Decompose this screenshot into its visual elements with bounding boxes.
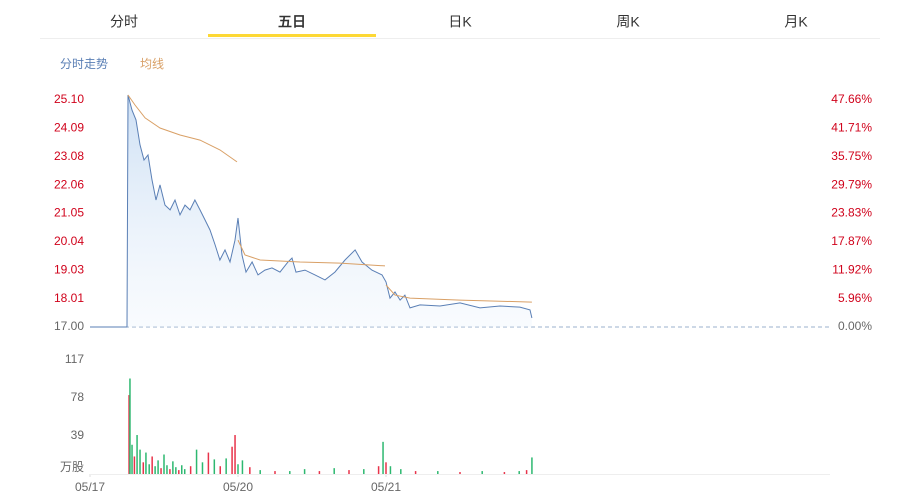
y-tick-label: 25.10 bbox=[54, 92, 84, 106]
volume-bar bbox=[195, 449, 198, 474]
tab[interactable]: 五日 bbox=[278, 14, 306, 30]
x-tick-label: 05/17 bbox=[75, 480, 105, 494]
y-tick-label: 117 bbox=[65, 352, 84, 366]
price-area bbox=[90, 95, 532, 327]
volume-bar bbox=[241, 460, 244, 474]
volume-bar bbox=[169, 469, 171, 474]
y-tick-label: 22.06 bbox=[54, 177, 84, 191]
tab-indicator bbox=[208, 34, 376, 37]
volume-bar bbox=[437, 471, 439, 474]
x-tick-label: 05/21 bbox=[371, 480, 401, 494]
volume-bar bbox=[259, 470, 261, 474]
volume-bar bbox=[148, 464, 150, 474]
volume-bar bbox=[207, 452, 210, 474]
y2-tick-label: 35.75% bbox=[831, 149, 872, 163]
volume-bar bbox=[289, 471, 291, 474]
volume-bar bbox=[503, 472, 506, 474]
series-line bbox=[90, 94, 533, 328]
volume-bar bbox=[131, 444, 133, 474]
y-tick-label: 78 bbox=[71, 390, 85, 404]
volume-bar bbox=[166, 465, 168, 474]
volume-bar bbox=[163, 454, 165, 474]
volume-bar bbox=[234, 435, 236, 474]
y-tick-label: 20.04 bbox=[54, 234, 84, 248]
volume-bar bbox=[219, 466, 221, 474]
volume-bar bbox=[389, 466, 392, 474]
volume-bar bbox=[363, 469, 365, 474]
x-tick-label: 05/20 bbox=[223, 480, 253, 494]
volume-bar bbox=[382, 441, 384, 474]
volume-bar bbox=[139, 449, 141, 474]
series-line bbox=[127, 94, 532, 303]
y2-tick-label: 5.96% bbox=[838, 291, 872, 305]
volume-bar bbox=[213, 459, 216, 474]
volume-bar bbox=[231, 446, 233, 474]
volume-bar bbox=[178, 470, 180, 474]
volume-bar bbox=[318, 471, 321, 474]
volume-bar bbox=[142, 462, 145, 474]
volume-bar bbox=[377, 466, 380, 474]
tab[interactable]: 分时 bbox=[110, 14, 138, 30]
volume-bar bbox=[531, 457, 533, 474]
y-tick-label: 万股 bbox=[60, 460, 84, 474]
y2-tick-label: 17.87% bbox=[831, 234, 872, 248]
volume-bar bbox=[237, 464, 239, 474]
y-tick-label: 19.03 bbox=[54, 262, 84, 276]
y-tick-label: 17.00 bbox=[54, 319, 84, 333]
volume-bar bbox=[181, 465, 183, 474]
volume-bar bbox=[348, 470, 350, 474]
volume-bar bbox=[129, 378, 131, 474]
y-tick-label: 24.09 bbox=[54, 120, 84, 134]
volume-bar bbox=[175, 467, 177, 474]
tab[interactable]: 日K bbox=[448, 14, 472, 30]
volume-bar bbox=[249, 467, 251, 474]
volume-bar bbox=[151, 456, 153, 474]
volume-bar bbox=[157, 460, 159, 474]
tab[interactable]: 周K bbox=[616, 14, 640, 30]
volume-bar bbox=[303, 469, 306, 474]
volume-bar bbox=[481, 471, 483, 474]
volume-bar bbox=[518, 471, 520, 474]
y2-tick-label: 11.92% bbox=[832, 262, 872, 276]
y-tick-label: 18.01 bbox=[54, 291, 84, 305]
volume-bar bbox=[128, 395, 130, 474]
volume-bar bbox=[459, 472, 461, 474]
volume-bar bbox=[201, 462, 204, 474]
volume-bar bbox=[145, 452, 147, 474]
y-tick-label: 39 bbox=[71, 428, 85, 442]
volume-bar bbox=[160, 468, 162, 474]
volume-bar bbox=[385, 462, 387, 474]
y2-tick-label: 0.00% bbox=[838, 319, 872, 333]
volume-bar bbox=[183, 469, 186, 474]
legend-label[interactable]: 均线 bbox=[140, 57, 164, 71]
volume-bar bbox=[333, 468, 335, 474]
y-tick-label: 21.05 bbox=[54, 206, 84, 220]
y2-tick-label: 23.83% bbox=[831, 206, 872, 220]
y2-tick-label: 47.66% bbox=[831, 92, 872, 106]
volume-bar bbox=[400, 469, 402, 474]
volume-bar bbox=[414, 471, 417, 474]
volume-bar bbox=[225, 458, 227, 474]
volume-bar bbox=[525, 470, 528, 474]
volume-bar bbox=[172, 461, 174, 474]
volume-bar bbox=[133, 456, 136, 474]
tab[interactable]: 月K bbox=[784, 14, 808, 30]
y2-tick-label: 29.79% bbox=[831, 177, 872, 191]
legend-label[interactable]: 分时走势 bbox=[60, 57, 108, 71]
volume-bar bbox=[189, 466, 192, 474]
volume-bar bbox=[154, 466, 156, 474]
y-tick-label: 23.08 bbox=[54, 149, 84, 163]
volume-bar bbox=[136, 435, 138, 474]
y2-tick-label: 41.71% bbox=[831, 121, 872, 135]
volume-bar bbox=[274, 471, 276, 474]
